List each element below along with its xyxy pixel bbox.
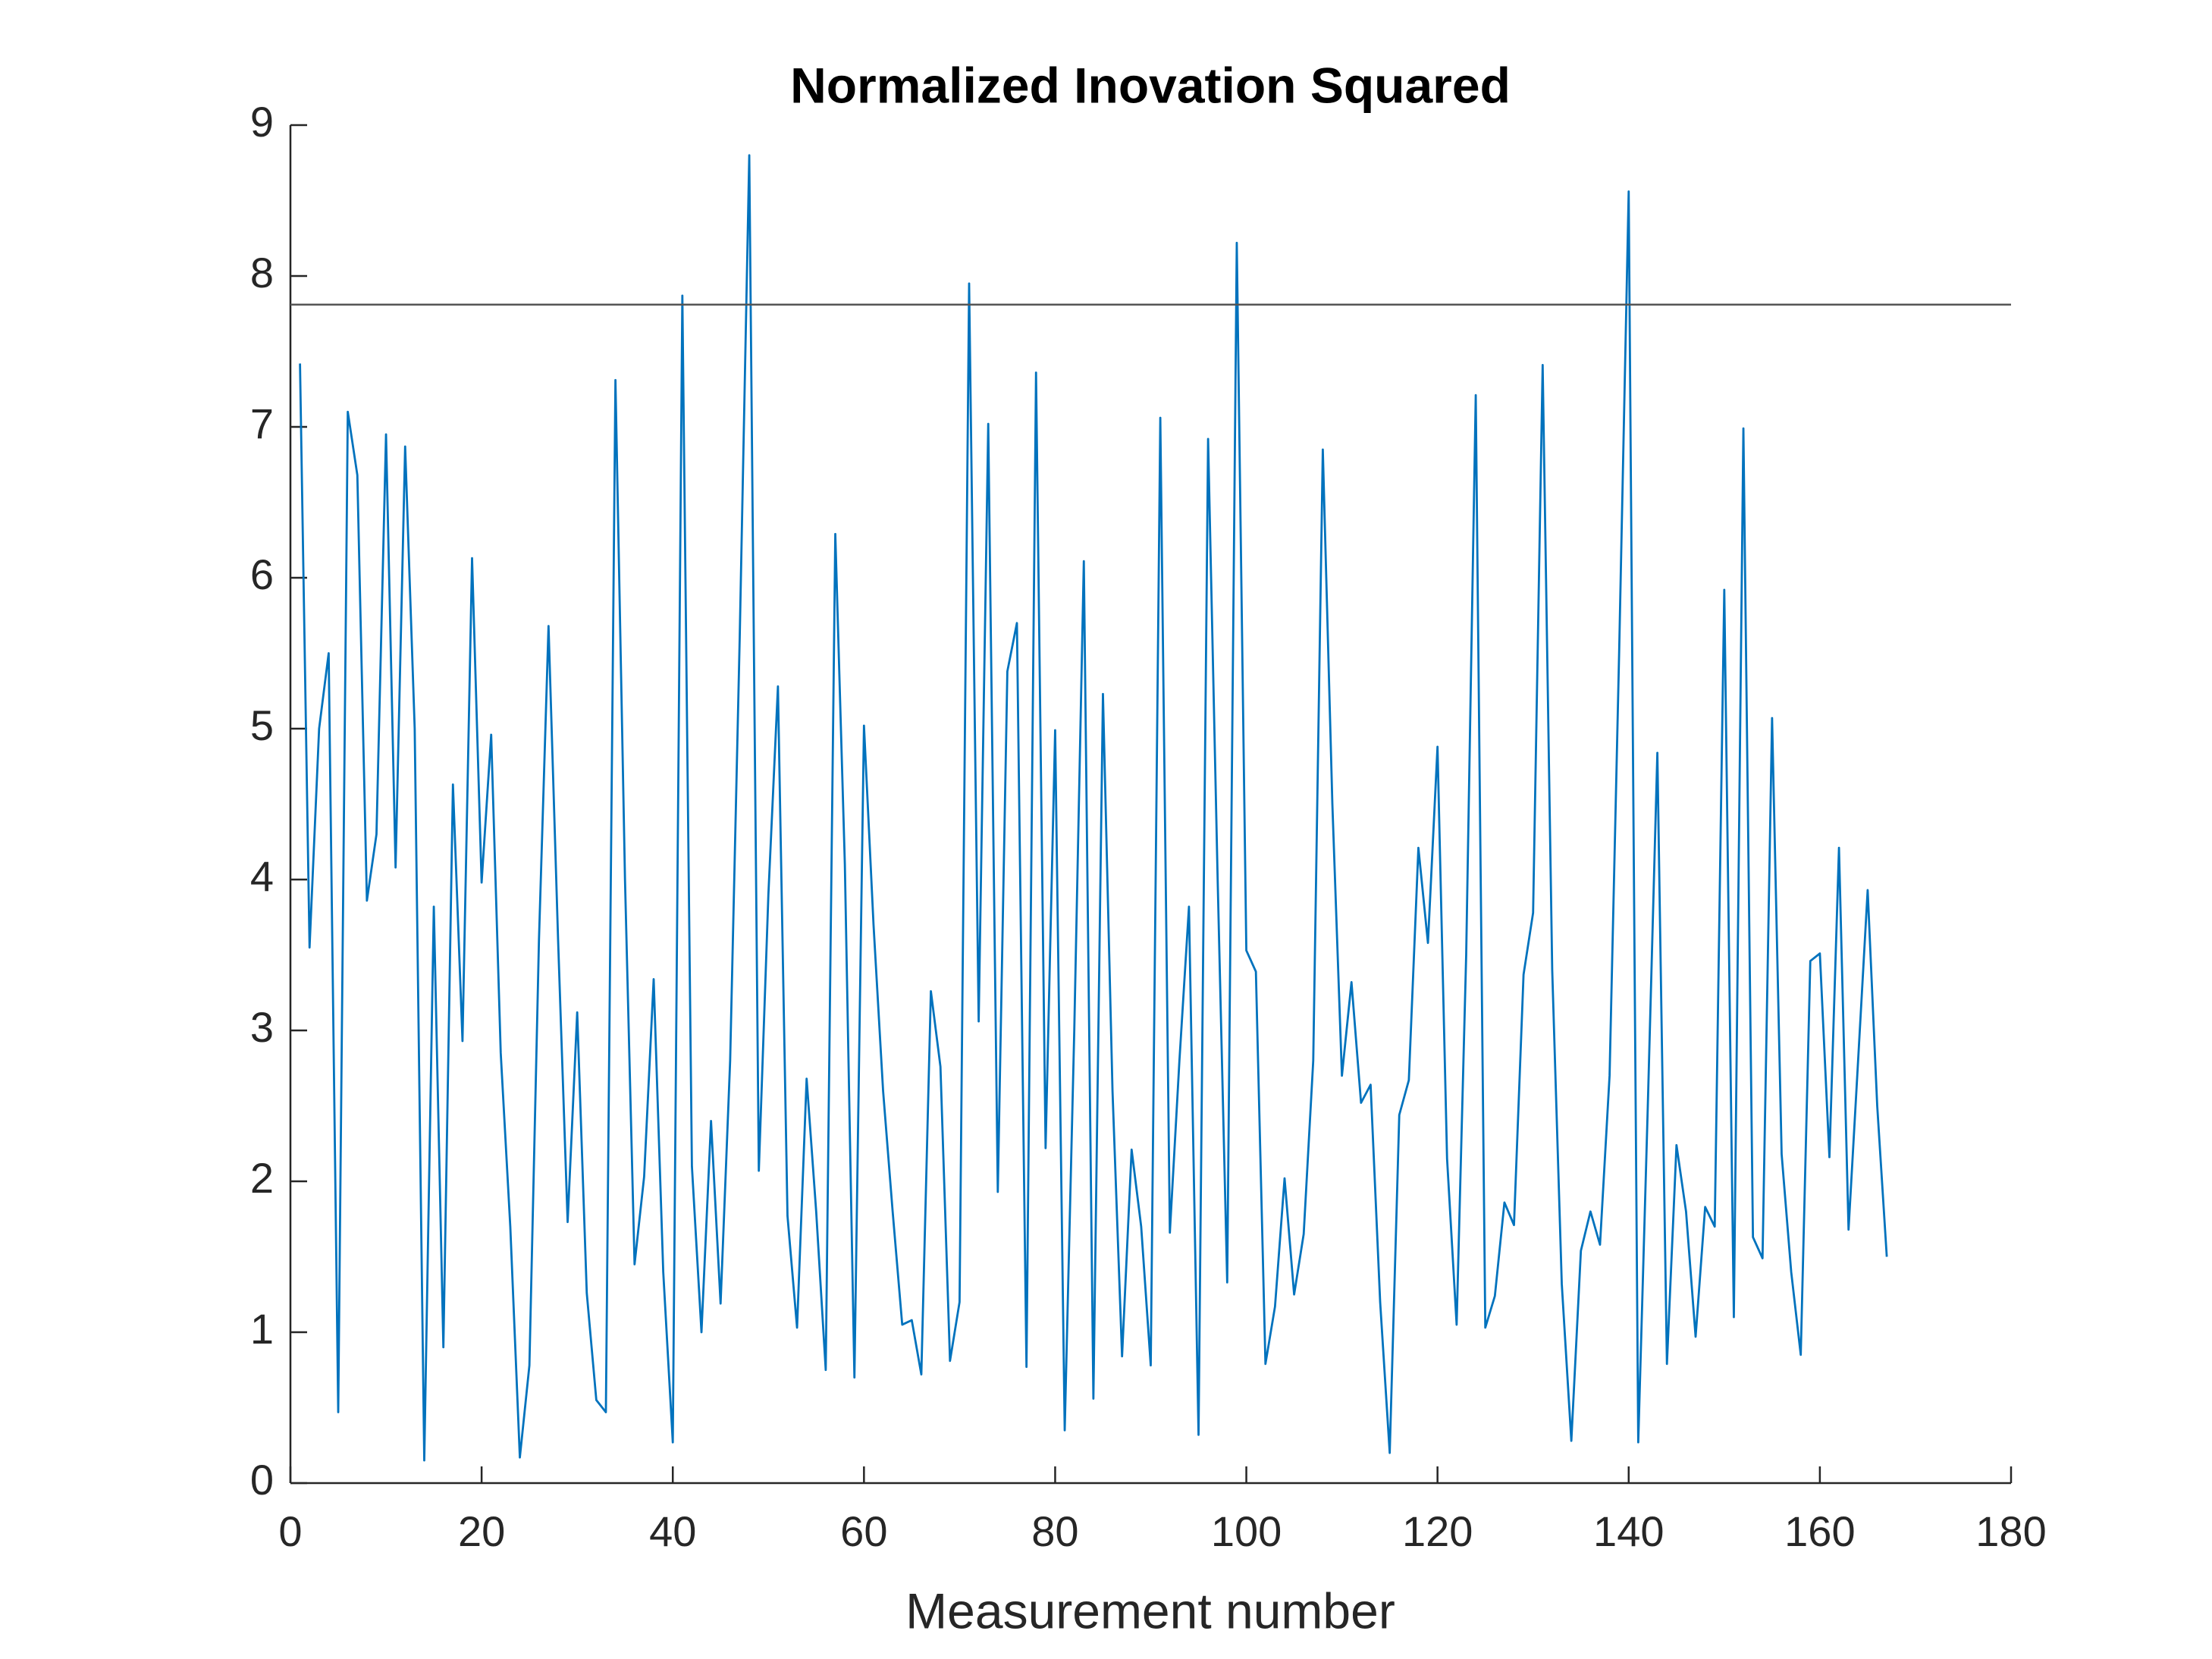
x-tick-label: 60 [840, 1507, 887, 1555]
y-tick-label: 7 [250, 400, 274, 447]
y-tick-label: 1 [250, 1305, 274, 1353]
x-tick-label: 100 [1211, 1507, 1282, 1555]
x-tick-label: 120 [1402, 1507, 1473, 1555]
y-tick-label: 0 [250, 1456, 274, 1504]
y-tick-label: 8 [250, 249, 274, 296]
x-tick-label: 140 [1593, 1507, 1664, 1555]
y-tick-label: 4 [250, 852, 274, 900]
x-tick-label: 0 [278, 1507, 302, 1555]
y-tick-label: 3 [250, 1003, 274, 1051]
x-tick-label: 20 [458, 1507, 505, 1555]
x-tick-label: 80 [1031, 1507, 1078, 1555]
y-tick-label: 6 [250, 550, 274, 598]
x-axis-label: Measurement number [905, 1582, 1395, 1639]
data-line [299, 154, 1888, 1462]
y-tick-label: 5 [250, 701, 274, 749]
x-tick-label: 180 [1975, 1507, 2046, 1555]
x-tick-label: 40 [649, 1507, 696, 1555]
y-tick-label: 9 [250, 98, 274, 146]
x-tick-label: 160 [1784, 1507, 1855, 1555]
y-tick-label: 2 [250, 1154, 274, 1202]
chart-title: Normalized Inovation Squared [790, 57, 1511, 113]
